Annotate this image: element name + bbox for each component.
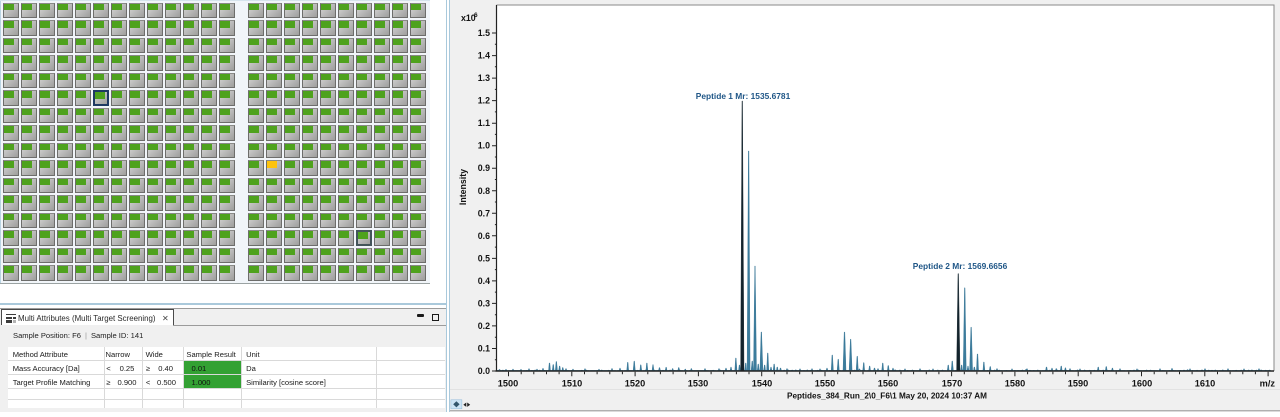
svg-text:1540: 1540 xyxy=(752,379,772,389)
svg-text:1500: 1500 xyxy=(498,379,518,389)
svg-text:1520: 1520 xyxy=(625,379,645,389)
svg-text:1530: 1530 xyxy=(688,379,708,389)
svg-text:0.0: 0.0 xyxy=(478,366,490,376)
svg-text:0.5: 0.5 xyxy=(478,253,490,263)
svg-text:Peptides_384_Run_2\0_F6\1 May: Peptides_384_Run_2\0_F6\1 May 20, 2024 1… xyxy=(787,392,987,401)
svg-text:m/z: m/z xyxy=(1260,379,1276,389)
svg-text:0.1: 0.1 xyxy=(478,344,490,354)
svg-text:1610: 1610 xyxy=(1195,379,1215,389)
svg-text:Intensity: Intensity xyxy=(458,169,468,205)
svg-text:1560: 1560 xyxy=(878,379,898,389)
svg-text:0.7: 0.7 xyxy=(478,208,490,218)
svg-text:Peptide 2 Mr: 1569.6656: Peptide 2 Mr: 1569.6656 xyxy=(913,261,1008,271)
svg-text:1.2: 1.2 xyxy=(478,96,490,106)
svg-text:1510: 1510 xyxy=(562,379,582,389)
svg-text:0.4: 0.4 xyxy=(478,276,490,286)
svg-text:1.4: 1.4 xyxy=(478,51,490,61)
svg-text:0.8: 0.8 xyxy=(478,186,490,196)
svg-text:1600: 1600 xyxy=(1132,379,1152,389)
svg-text:1.1: 1.1 xyxy=(478,118,490,128)
svg-text:6: 6 xyxy=(474,12,478,19)
svg-text:1.3: 1.3 xyxy=(478,73,490,83)
svg-text:0.9: 0.9 xyxy=(478,163,490,173)
svg-text:0.3: 0.3 xyxy=(478,298,490,308)
svg-text:x10: x10 xyxy=(461,13,476,23)
svg-text:1550: 1550 xyxy=(815,379,835,389)
svg-text:0.2: 0.2 xyxy=(478,321,490,331)
svg-text:1590: 1590 xyxy=(1068,379,1088,389)
svg-text:1570: 1570 xyxy=(942,379,962,389)
svg-text:0.6: 0.6 xyxy=(478,231,490,241)
svg-text:1580: 1580 xyxy=(1005,379,1025,389)
svg-text:Peptide 1 Mr: 1535.6781: Peptide 1 Mr: 1535.6781 xyxy=(696,91,791,101)
svg-text:1.0: 1.0 xyxy=(478,141,490,151)
svg-text:1.5: 1.5 xyxy=(478,28,490,38)
